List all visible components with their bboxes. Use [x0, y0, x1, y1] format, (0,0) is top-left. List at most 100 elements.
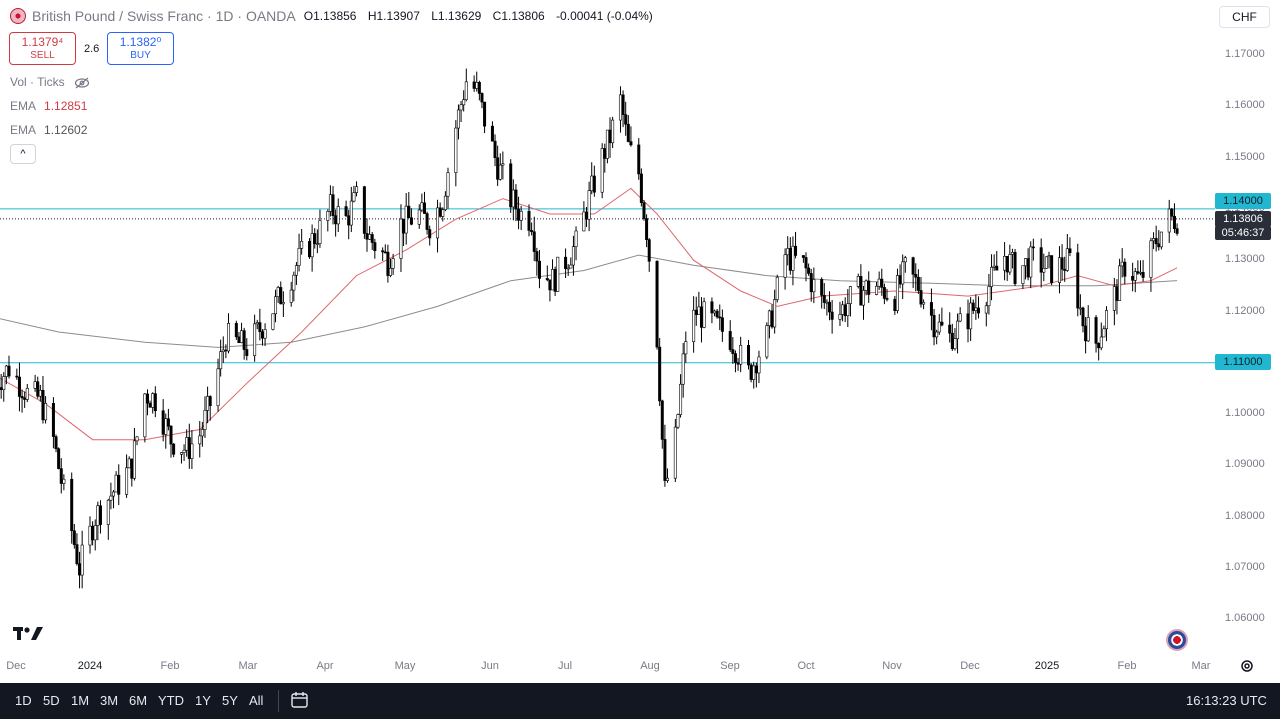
- candle[interactable]: [647, 238, 651, 272]
- candle[interactable]: [618, 86, 622, 133]
- candle[interactable]: [882, 283, 886, 305]
- candle[interactable]: [713, 309, 717, 317]
- candle[interactable]: [901, 254, 905, 300]
- candle[interactable]: [971, 299, 975, 315]
- candle[interactable]: [78, 551, 82, 589]
- candle[interactable]: [57, 447, 61, 470]
- candle[interactable]: [807, 263, 811, 276]
- candle[interactable]: [642, 200, 646, 221]
- candle[interactable]: [496, 145, 500, 186]
- candle[interactable]: [172, 443, 176, 458]
- candle[interactable]: [59, 458, 63, 494]
- candle[interactable]: [1099, 322, 1103, 351]
- range-button-5y[interactable]: 5Y: [222, 693, 238, 708]
- candle[interactable]: [1157, 230, 1161, 251]
- candle[interactable]: [501, 151, 505, 180]
- candle[interactable]: [1120, 248, 1124, 278]
- eye-hidden-icon[interactable]: [74, 77, 90, 89]
- candle[interactable]: [456, 104, 460, 140]
- candle[interactable]: [773, 289, 777, 334]
- candle[interactable]: [754, 362, 758, 388]
- candle[interactable]: [1044, 256, 1048, 269]
- candle[interactable]: [684, 331, 688, 363]
- candle[interactable]: [848, 285, 852, 317]
- range-button-all[interactable]: All: [249, 693, 264, 708]
- candle[interactable]: [145, 389, 149, 416]
- candle[interactable]: [767, 309, 771, 339]
- sell-button[interactable]: 1.1379⁴ SELL: [9, 32, 76, 65]
- candle[interactable]: [995, 250, 999, 271]
- candle[interactable]: [885, 288, 889, 302]
- candle[interactable]: [135, 436, 139, 446]
- candle[interactable]: [655, 260, 659, 350]
- candle[interactable]: [509, 159, 513, 213]
- candle[interactable]: [1013, 248, 1017, 287]
- candle[interactable]: [164, 413, 168, 449]
- candle[interactable]: [2, 372, 6, 402]
- candle[interactable]: [856, 273, 860, 289]
- candle[interactable]: [1175, 223, 1179, 236]
- candle[interactable]: [300, 228, 304, 255]
- candle[interactable]: [893, 295, 897, 315]
- candle[interactable]: [1031, 238, 1035, 261]
- candle[interactable]: [308, 238, 312, 259]
- candle[interactable]: [548, 279, 552, 302]
- candle[interactable]: [54, 434, 58, 453]
- candle[interactable]: [673, 418, 677, 483]
- tradingview-logo[interactable]: [13, 624, 45, 647]
- candle[interactable]: [310, 224, 314, 272]
- candle[interactable]: [556, 256, 560, 292]
- candle[interactable]: [736, 357, 740, 371]
- candle[interactable]: [96, 501, 100, 541]
- candle[interactable]: [1084, 316, 1088, 354]
- candle[interactable]: [553, 266, 557, 296]
- candle[interactable]: [791, 236, 795, 286]
- candle[interactable]: [44, 396, 48, 424]
- candle[interactable]: [143, 392, 147, 443]
- candle[interactable]: [1172, 203, 1176, 233]
- candle[interactable]: [820, 277, 824, 309]
- candle[interactable]: [347, 209, 351, 240]
- candle[interactable]: [786, 236, 790, 266]
- candle[interactable]: [974, 294, 978, 320]
- candle[interactable]: [75, 533, 79, 566]
- candle[interactable]: [1078, 294, 1082, 316]
- candle[interactable]: [240, 322, 244, 344]
- candle[interactable]: [98, 500, 102, 534]
- candle[interactable]: [1131, 262, 1135, 292]
- candle[interactable]: [198, 421, 202, 458]
- candle[interactable]: [331, 186, 335, 225]
- candle[interactable]: [987, 273, 991, 315]
- candle[interactable]: [1047, 251, 1051, 269]
- candle[interactable]: [190, 429, 194, 470]
- candle[interactable]: [937, 314, 941, 335]
- candle[interactable]: [355, 181, 359, 197]
- candle[interactable]: [953, 328, 957, 351]
- candle[interactable]: [253, 314, 257, 362]
- candle[interactable]: [407, 192, 411, 219]
- range-button-1y[interactable]: 1Y: [195, 693, 211, 708]
- candle[interactable]: [326, 209, 330, 232]
- candle[interactable]: [828, 291, 832, 321]
- candle[interactable]: [62, 474, 66, 491]
- candle[interactable]: [1021, 265, 1025, 289]
- candle[interactable]: [0, 374, 3, 399]
- candle[interactable]: [91, 521, 95, 546]
- candle[interactable]: [794, 231, 798, 259]
- candle[interactable]: [658, 338, 662, 406]
- candle[interactable]: [443, 191, 447, 212]
- candle[interactable]: [480, 92, 484, 109]
- candle[interactable]: [472, 75, 476, 92]
- candle[interactable]: [861, 285, 865, 320]
- candle[interactable]: [728, 320, 732, 353]
- candle[interactable]: [313, 228, 317, 249]
- candle[interactable]: [1159, 231, 1163, 250]
- candle[interactable]: [93, 519, 97, 551]
- candle[interactable]: [843, 297, 847, 323]
- candle[interactable]: [36, 376, 40, 399]
- candle[interactable]: [611, 116, 615, 149]
- candle[interactable]: [731, 337, 735, 364]
- candle[interactable]: [404, 193, 408, 245]
- candle[interactable]: [106, 498, 110, 540]
- candle[interactable]: [281, 291, 285, 317]
